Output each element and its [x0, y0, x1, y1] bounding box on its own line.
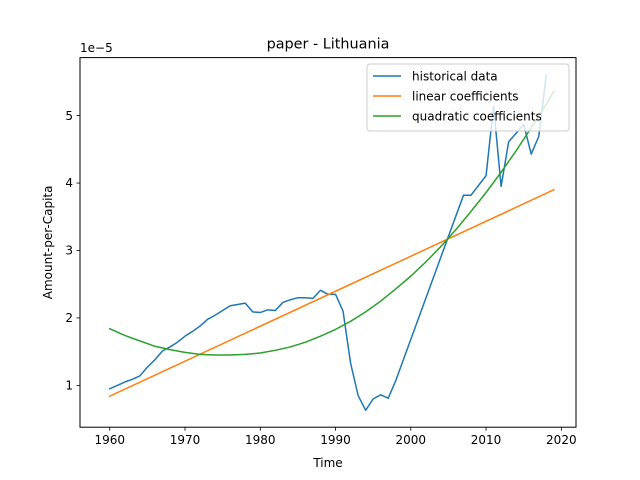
y-tick-label: 2: [65, 311, 73, 325]
plot-area: [108, 74, 555, 412]
legend-label-1: historical data: [412, 69, 498, 83]
series-line-3: [108, 90, 555, 356]
legend-frame: [366, 63, 570, 132]
legend-label-3: quadratic coefficients: [412, 109, 542, 123]
x-tick-label: 2000: [396, 433, 427, 447]
y-tick-label: 1: [65, 379, 73, 393]
x-tick-label: 1990: [320, 433, 351, 447]
x-axis-label: Time: [312, 456, 342, 470]
y-axis-label: Amount-per-Capita: [41, 186, 55, 300]
axes-frame: [79, 57, 577, 428]
x-tick-label: 1970: [170, 433, 201, 447]
series-line-1: [108, 74, 548, 412]
x-tick-label: 2020: [546, 433, 577, 447]
y-tick-label: 3: [65, 244, 73, 258]
y-tick-label: 5: [65, 109, 73, 123]
series-line-2: [108, 188, 555, 398]
chart-title: paper - Lithuania: [267, 37, 390, 53]
x-axis: 1960 1970 1980 1990 2000 2010 2020: [94, 427, 577, 447]
x-tick-label: 1960: [94, 433, 125, 447]
x-tick-label: 2010: [471, 433, 502, 447]
x-tick-label: 1980: [245, 433, 276, 447]
y-axis: 1 2 3 4 5: [65, 109, 80, 393]
y-offset-label: 1e−5: [80, 41, 113, 55]
y-tick-label: 4: [65, 176, 73, 190]
legend-label-2: linear coefficients: [412, 89, 519, 103]
legend: historical data linear coefficients quadra…: [366, 63, 570, 132]
